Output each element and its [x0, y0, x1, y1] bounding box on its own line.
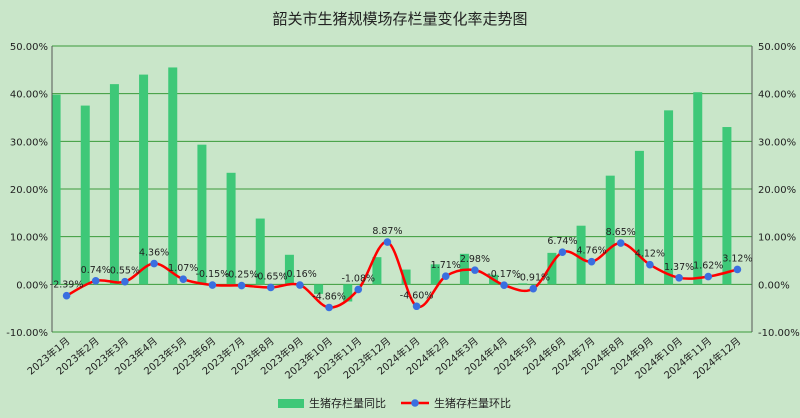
line-point — [208, 281, 217, 289]
data-label: 1.71% — [431, 260, 461, 271]
data-label: -0.15% — [196, 269, 230, 280]
line-point — [471, 266, 479, 274]
data-label: 1.37% — [664, 262, 694, 273]
y-tick-label-right: -10.00% — [758, 328, 800, 339]
bar — [664, 110, 674, 285]
bar — [605, 175, 615, 285]
y-tick-label-left: -10.00% — [6, 328, 48, 339]
y-tick-label-left: 10.00% — [10, 233, 48, 244]
y-tick-label-right: 50.00% — [758, 42, 796, 53]
bar-layer — [51, 67, 732, 302]
bar — [722, 127, 732, 285]
line-point — [62, 291, 71, 300]
data-label: -0.91% — [516, 273, 550, 284]
legend-label: 生猪存栏量同比 — [309, 396, 386, 410]
bar — [51, 94, 61, 285]
y-tick-label-left: 30.00% — [10, 137, 48, 148]
bar — [693, 92, 703, 285]
line-point — [412, 302, 421, 311]
y-tick-label-left: 0.00% — [16, 280, 48, 291]
data-label: 2.98% — [460, 254, 490, 265]
bar — [401, 269, 411, 285]
legend-bar-swatch — [278, 399, 304, 408]
line-point — [150, 259, 158, 268]
bar — [168, 67, 178, 285]
line-point — [558, 248, 567, 257]
bar — [197, 144, 207, 285]
x-tick-label: 2024年12月 — [690, 334, 743, 381]
data-label: 0.74% — [81, 265, 111, 276]
data-label: 4.76% — [576, 246, 606, 257]
bar — [226, 172, 236, 285]
line-point — [354, 285, 363, 294]
data-label: 0.55% — [110, 266, 140, 277]
line-point — [529, 284, 538, 293]
bar — [547, 252, 557, 285]
y-tick-label-left: 20.00% — [10, 185, 48, 196]
bar — [284, 254, 294, 285]
line-point — [325, 303, 333, 312]
line-point — [121, 277, 129, 286]
line-point — [266, 283, 275, 292]
bar — [139, 74, 149, 285]
data-label: -0.16% — [283, 269, 317, 280]
line-point — [616, 239, 625, 247]
bar — [255, 218, 265, 285]
line-point — [587, 257, 596, 266]
y-tick-label-right: 10.00% — [758, 233, 796, 244]
line-point — [296, 281, 304, 289]
data-label: -4.86% — [312, 291, 346, 302]
line-point — [500, 281, 508, 289]
line-point — [441, 272, 450, 280]
line-layer — [62, 238, 742, 312]
data-label: 6.74% — [547, 236, 577, 247]
data-label: -4.60% — [400, 290, 434, 301]
line-point — [646, 260, 654, 269]
data-label: -0.17% — [487, 269, 521, 280]
bar — [634, 150, 644, 285]
y-tick-label-right: 40.00% — [758, 90, 796, 101]
line-point — [675, 274, 683, 282]
data-label: -0.65% — [254, 271, 288, 282]
bar — [372, 257, 382, 285]
label-layer: -2.39%0.74%0.55%4.36%1.07%-0.15%-0.25%-0… — [50, 226, 753, 302]
bar — [518, 283, 528, 285]
bar — [80, 105, 90, 285]
line-point — [179, 275, 188, 284]
bar — [314, 284, 324, 294]
data-label: -2.39% — [50, 280, 84, 291]
y-tick-label-right: 0.00% — [758, 280, 790, 291]
chart-title: 韶关市生猪规模场存栏量变化率走势图 — [272, 10, 527, 28]
data-label: 8.87% — [372, 226, 402, 237]
legend-label: 生猪存栏量环比 — [434, 396, 511, 410]
bar — [576, 225, 586, 285]
line-point — [383, 238, 392, 246]
bar — [343, 284, 353, 302]
grid-layer — [52, 45, 752, 333]
bar — [430, 264, 440, 285]
legend-marker-swatch — [411, 399, 419, 407]
line-point — [733, 265, 742, 274]
data-label: -1.08% — [341, 273, 375, 284]
legend: 生猪存栏量同比 生猪存栏量环比 — [278, 396, 511, 410]
y-tick-label-right: 30.00% — [758, 137, 796, 148]
y-tick-label-left: 40.00% — [10, 90, 48, 101]
y-tick-label-right: 20.00% — [758, 185, 796, 196]
data-label: 1.07% — [168, 263, 198, 274]
data-label: 1.62% — [693, 261, 723, 272]
data-label: 4.12% — [635, 249, 665, 260]
data-label: 3.12% — [722, 253, 752, 264]
bar — [109, 84, 119, 285]
data-label: 8.65% — [606, 227, 636, 238]
line-point — [704, 272, 713, 281]
data-label: 4.36% — [139, 248, 169, 259]
y-tick-label-left: 50.00% — [10, 42, 48, 53]
line-point — [91, 277, 100, 285]
axis-layer: -10.00% -10.00% 0.00% 0.00% 10.00% 10.00% 20.0… — [6, 42, 800, 382]
data-label: -0.25% — [225, 270, 259, 281]
line-point — [237, 281, 246, 290]
